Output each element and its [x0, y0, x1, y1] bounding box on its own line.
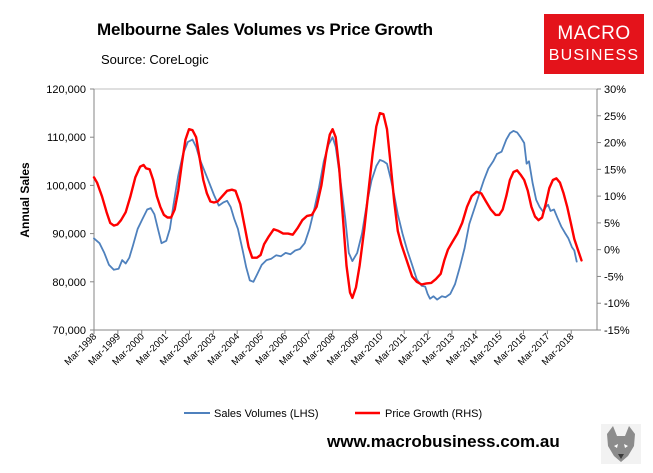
macrobusiness-logo: MACRO BUSINESS — [544, 14, 644, 74]
logo-line-1: MACRO — [557, 23, 631, 44]
price-growth-line — [92, 111, 583, 300]
left-y-tick-label: 80,000 — [52, 277, 86, 289]
website-url: www.macrobusiness.com.au — [327, 432, 560, 451]
right-y-tick-label: 15% — [604, 164, 626, 176]
right-y-tick-label: 30% — [604, 84, 626, 96]
wolf-icon — [601, 424, 641, 464]
right-y-tick-label: 25% — [604, 111, 626, 123]
chart-title: Melbourne Sales Volumes vs Price Growth — [97, 20, 433, 39]
right-y-tick-label: 20% — [604, 138, 626, 150]
left-y-tick-label: 70,000 — [52, 325, 86, 337]
right-y-ticks: -15% -10% -5% 0% 5% 10% 15% 20% 25% 30% — [597, 84, 630, 337]
legend-label-growth: Price Growth (RHS) — [385, 408, 482, 420]
left-y-tick-label: 90,000 — [52, 229, 86, 241]
plot-border — [93, 88, 598, 331]
sales-volumes-line — [93, 130, 578, 301]
right-y-tick-label: -5% — [604, 271, 624, 283]
left-y-tick-label: 100,000 — [46, 180, 86, 192]
left-y-ticks: 70,000 80,000 90,000 100,000 110,000 120,000 — [46, 84, 94, 337]
left-y-tick-label: 110,000 — [47, 132, 86, 144]
left-y-tick-label: 120,000 — [46, 84, 86, 96]
logo-line-2: BUSINESS — [548, 47, 640, 64]
legend: Sales Volumes (LHS) Price Growth (RHS) — [184, 408, 482, 420]
right-y-tick-label: 0% — [604, 245, 620, 257]
right-y-tick-label: -15% — [604, 325, 630, 337]
legend-label-sales: Sales Volumes (LHS) — [214, 408, 319, 420]
y-axis-title: Annual Sales — [18, 162, 32, 238]
right-y-tick-label: -10% — [604, 298, 630, 310]
right-y-tick-label: 10% — [604, 191, 626, 203]
series-lines — [92, 111, 583, 301]
chart-source: Source: CoreLogic — [101, 52, 209, 67]
x-ticks: Mar-1998Mar-1999Mar-2000Mar-2001Mar-2002… — [63, 330, 576, 368]
right-y-tick-label: 5% — [604, 218, 620, 230]
